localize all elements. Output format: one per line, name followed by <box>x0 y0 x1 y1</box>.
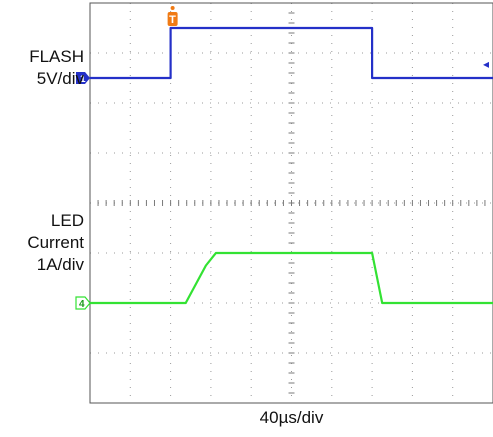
channel-marker-text: 4 <box>79 299 85 310</box>
led-current-label: LED Current 1A/div <box>0 210 84 276</box>
traces <box>90 28 493 303</box>
time-scale-label: 40µs/div <box>90 408 493 428</box>
trigger-marker-dot <box>171 6 175 10</box>
flash-scale-label: 5V/div <box>0 68 84 90</box>
trace-led-current <box>90 253 493 303</box>
led-channel-name-line1: LED <box>0 210 84 232</box>
grid <box>90 3 493 403</box>
trigger-marker: T <box>168 6 178 26</box>
channel-marker-4: 4 <box>76 297 90 310</box>
flash-channel-name: FLASH <box>0 46 84 68</box>
trigger-marker-text: T <box>169 14 176 26</box>
led-channel-name-line2: Current <box>0 232 84 254</box>
right-edge-marker: ◂ <box>483 57 489 71</box>
led-scale-label: 1A/div <box>0 254 84 276</box>
flash-label: FLASH 5V/div <box>0 46 84 90</box>
markers: 14T◂ <box>76 6 489 310</box>
